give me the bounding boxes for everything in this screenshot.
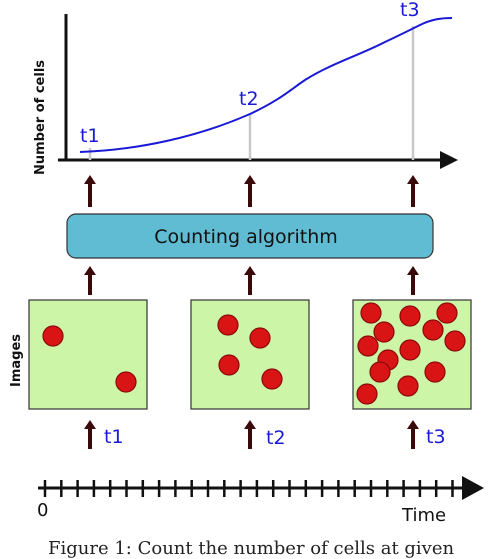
image-frame-t1 bbox=[28, 299, 148, 410]
images-side-label: Images bbox=[9, 334, 24, 387]
time-axis-label: Time bbox=[401, 505, 446, 526]
counting-algorithm-label: Counting algorithm bbox=[154, 226, 338, 248]
image-frame-t3 bbox=[352, 299, 472, 410]
cell bbox=[369, 361, 391, 383]
figure: Number of cells t1 t2 t3 Counting algori… bbox=[9, 0, 484, 526]
cell-count-curve bbox=[79, 17, 453, 153]
t3-frame-label: t3 bbox=[426, 426, 446, 448]
arrows-to-box bbox=[84, 266, 419, 295]
cell bbox=[217, 314, 239, 336]
t1-plot-label: t1 bbox=[80, 125, 100, 147]
cell-count-plot: Number of cells t1 t2 t3 bbox=[33, 0, 458, 175]
cell bbox=[115, 371, 137, 393]
cell bbox=[261, 368, 283, 390]
t2-plot-label: t2 bbox=[239, 88, 259, 110]
up-arrow bbox=[407, 175, 419, 207]
cell bbox=[422, 319, 444, 341]
t2-frame-label: t2 bbox=[266, 427, 286, 449]
up-arrow bbox=[84, 175, 96, 207]
time-axis-arrowhead bbox=[462, 476, 484, 500]
t1-frame-label: t1 bbox=[104, 426, 124, 448]
cell bbox=[356, 383, 378, 405]
cell bbox=[397, 375, 419, 397]
time-axis-origin-label: 0 bbox=[37, 500, 48, 521]
cell bbox=[249, 327, 271, 349]
cell bbox=[42, 325, 64, 347]
time-axis: 0 Time bbox=[37, 476, 484, 526]
up-arrow bbox=[84, 420, 96, 449]
time-ticks bbox=[43, 480, 454, 497]
counting-algorithm-box: Counting algorithm bbox=[66, 213, 434, 259]
cell bbox=[360, 302, 382, 324]
image-frame-t2 bbox=[190, 299, 310, 410]
arrows-to-plot bbox=[84, 175, 419, 207]
cell bbox=[218, 354, 240, 376]
up-arrow bbox=[84, 266, 96, 295]
cell bbox=[399, 339, 421, 361]
cell bbox=[373, 321, 395, 343]
cell bbox=[399, 305, 421, 327]
cell bbox=[357, 335, 379, 357]
cell bbox=[436, 302, 458, 324]
up-arrow bbox=[244, 420, 256, 449]
y-axis-label: Number of cells bbox=[33, 60, 48, 175]
arrows-from-time bbox=[84, 420, 419, 449]
up-arrow bbox=[407, 420, 419, 449]
cell bbox=[444, 330, 466, 352]
x-axis-arrowhead bbox=[440, 151, 458, 169]
cell bbox=[424, 361, 446, 383]
t3-plot-label: t3 bbox=[400, 0, 420, 21]
up-arrow bbox=[244, 175, 256, 207]
figure-caption: Figure 1: Count the number of cells at g… bbox=[48, 538, 455, 559]
up-arrow bbox=[244, 266, 256, 295]
up-arrow bbox=[407, 266, 419, 295]
